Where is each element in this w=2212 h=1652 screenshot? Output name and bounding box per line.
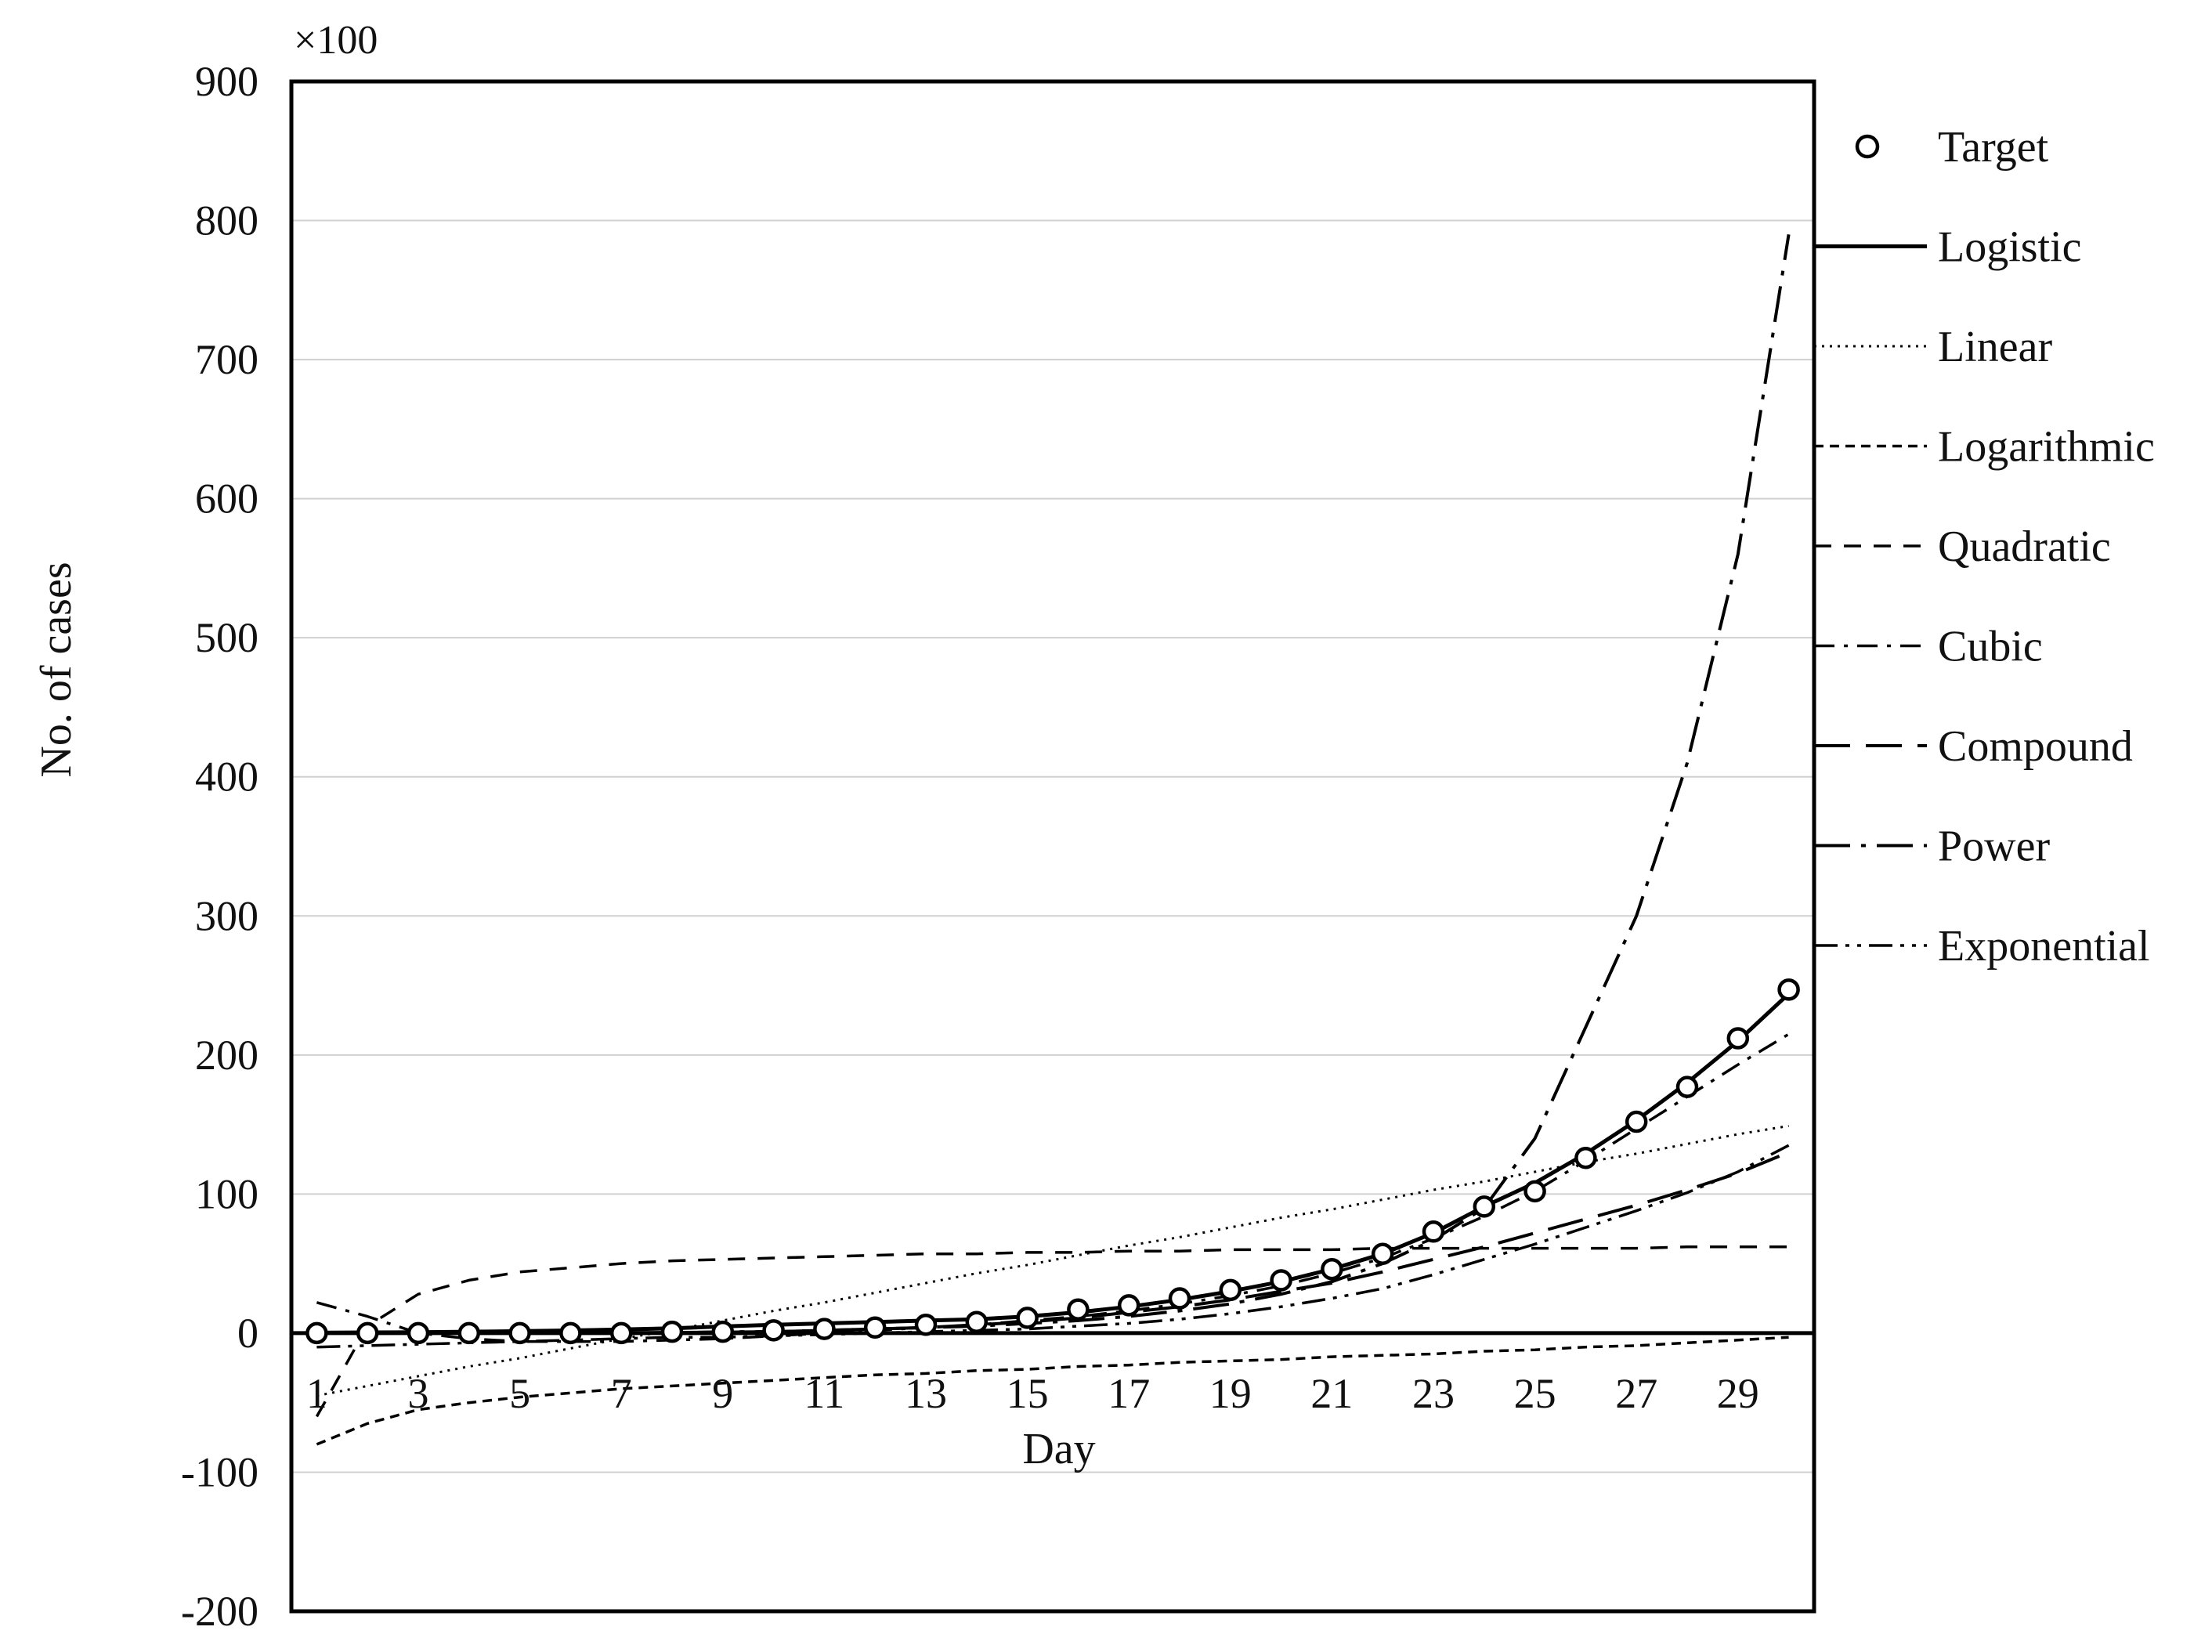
legend-label: Cubic	[1938, 623, 2043, 671]
target-marker	[1371, 1242, 1394, 1265]
x-tick-label: 3	[408, 1370, 429, 1417]
legend-item-exponential: Exponential	[1814, 922, 2150, 971]
legend-item-power: Power	[1814, 822, 2050, 871]
target-marker	[813, 1318, 836, 1340]
y-tick-label: 300	[195, 892, 258, 939]
target-marker	[1675, 1075, 1699, 1098]
target-marker	[914, 1314, 938, 1336]
series-line-compound	[316, 1151, 1790, 1335]
y-tick-label: -100	[181, 1448, 258, 1495]
series-line-linear	[316, 1124, 1789, 1397]
target-markers	[305, 978, 1800, 1345]
x-tick-label: 29	[1717, 1370, 1759, 1417]
target-marker	[1321, 1257, 1343, 1281]
legend-label: Logarithmic	[1938, 423, 2155, 472]
legend-label: Power	[1938, 822, 2050, 871]
series-line-logistic	[316, 992, 1791, 1335]
legend-item-target: Target	[1855, 123, 2049, 172]
x-tick-label: 15	[1007, 1370, 1049, 1417]
target-marker	[1625, 1110, 1648, 1133]
target-marker	[1168, 1287, 1191, 1310]
y-tick-label: -200	[181, 1588, 258, 1635]
target-marker	[660, 1320, 684, 1343]
legend-marker	[1855, 134, 1880, 159]
legend-item-logistic: Logistic	[1814, 223, 2082, 272]
target-marker	[1726, 1027, 1750, 1050]
target-marker	[1574, 1146, 1597, 1169]
x-tick-label: 1	[306, 1370, 327, 1417]
series-line-logarithmic	[316, 1336, 1789, 1446]
legend-label: Logistic	[1938, 223, 2082, 272]
x-tick-label: 13	[905, 1370, 947, 1417]
legend-label: Compound	[1938, 722, 2133, 771]
target-marker	[1067, 1298, 1090, 1321]
series-lines	[315, 233, 1791, 1446]
legend-item-cubic: Cubic	[1814, 623, 2043, 671]
target-marker	[863, 1316, 887, 1339]
series-line-power	[316, 233, 1791, 1335]
legend: Target Logistic Linear Logarithmic Quadratic…	[1814, 123, 2155, 971]
legend-item-linear: Linear	[1814, 323, 2052, 371]
y-tick-label: 100	[195, 1170, 258, 1217]
y-tick-label: 500	[195, 614, 258, 661]
target-marker	[407, 1321, 430, 1345]
y-axis-title: No. of cases	[32, 562, 81, 777]
x-tick-label: 5	[509, 1370, 530, 1417]
series-line-exponential	[316, 1144, 1790, 1349]
target-marker	[457, 1321, 481, 1345]
x-tick-label: 7	[611, 1370, 632, 1417]
target-marker	[1523, 1180, 1546, 1203]
target-marker	[508, 1321, 531, 1345]
target-marker	[1016, 1307, 1039, 1329]
x-tick-label: 19	[1209, 1370, 1252, 1417]
target-marker	[762, 1319, 785, 1342]
legend-item-logarithmic: Logarithmic	[1814, 423, 2155, 472]
target-marker	[1777, 978, 1800, 1001]
legend-item-quadratic: Quadratic	[1814, 522, 2111, 571]
y-tick-label: 600	[195, 475, 258, 522]
y-tick-label: 700	[195, 336, 258, 383]
x-tick-labels: 1 3 5 7 9 11 13 15 17 19 21 23 25 27 29	[306, 1370, 1759, 1417]
x-tick-label: 25	[1514, 1370, 1556, 1417]
y-tick-labels: -200 -100 0 100 200 300 400 500 600 700 800 900	[181, 58, 258, 1635]
grid-lines	[291, 219, 1814, 1473]
y-tick-label: 400	[195, 754, 258, 801]
legend-label: Target	[1938, 123, 2049, 172]
series-line-cubic	[316, 1032, 1790, 1343]
target-marker	[965, 1310, 989, 1333]
y-tick-label: 200	[195, 1032, 258, 1079]
y-tick-label: 900	[195, 58, 258, 105]
target-marker	[356, 1321, 379, 1345]
y-tick-label: 800	[195, 197, 258, 244]
target-marker	[1117, 1294, 1140, 1317]
target-marker	[1422, 1220, 1445, 1243]
x-tick-label: 27	[1615, 1370, 1657, 1417]
multiplier-label: ×100	[294, 18, 378, 63]
target-marker	[711, 1320, 735, 1343]
legend-label: Exponential	[1938, 922, 2150, 971]
series-line-quadratic	[315, 1245, 1789, 1418]
target-marker	[305, 1321, 328, 1345]
target-marker	[559, 1321, 582, 1345]
target-marker	[1270, 1269, 1292, 1292]
legend-label: Quadratic	[1938, 522, 2111, 571]
x-tick-label: 17	[1108, 1370, 1150, 1417]
target-marker	[609, 1321, 633, 1345]
y-tick-label: 0	[237, 1310, 258, 1357]
x-axis-title: Day	[1022, 1425, 1095, 1473]
x-tick-label: 23	[1412, 1370, 1455, 1417]
target-marker	[1219, 1278, 1242, 1302]
target-marker	[1473, 1195, 1496, 1218]
x-tick-label: 9	[712, 1370, 733, 1417]
x-tick-label: 11	[804, 1370, 844, 1417]
legend-label: Linear	[1938, 323, 2052, 371]
x-tick-label: 21	[1310, 1370, 1353, 1417]
legend-item-compound: Compound	[1814, 722, 2133, 771]
